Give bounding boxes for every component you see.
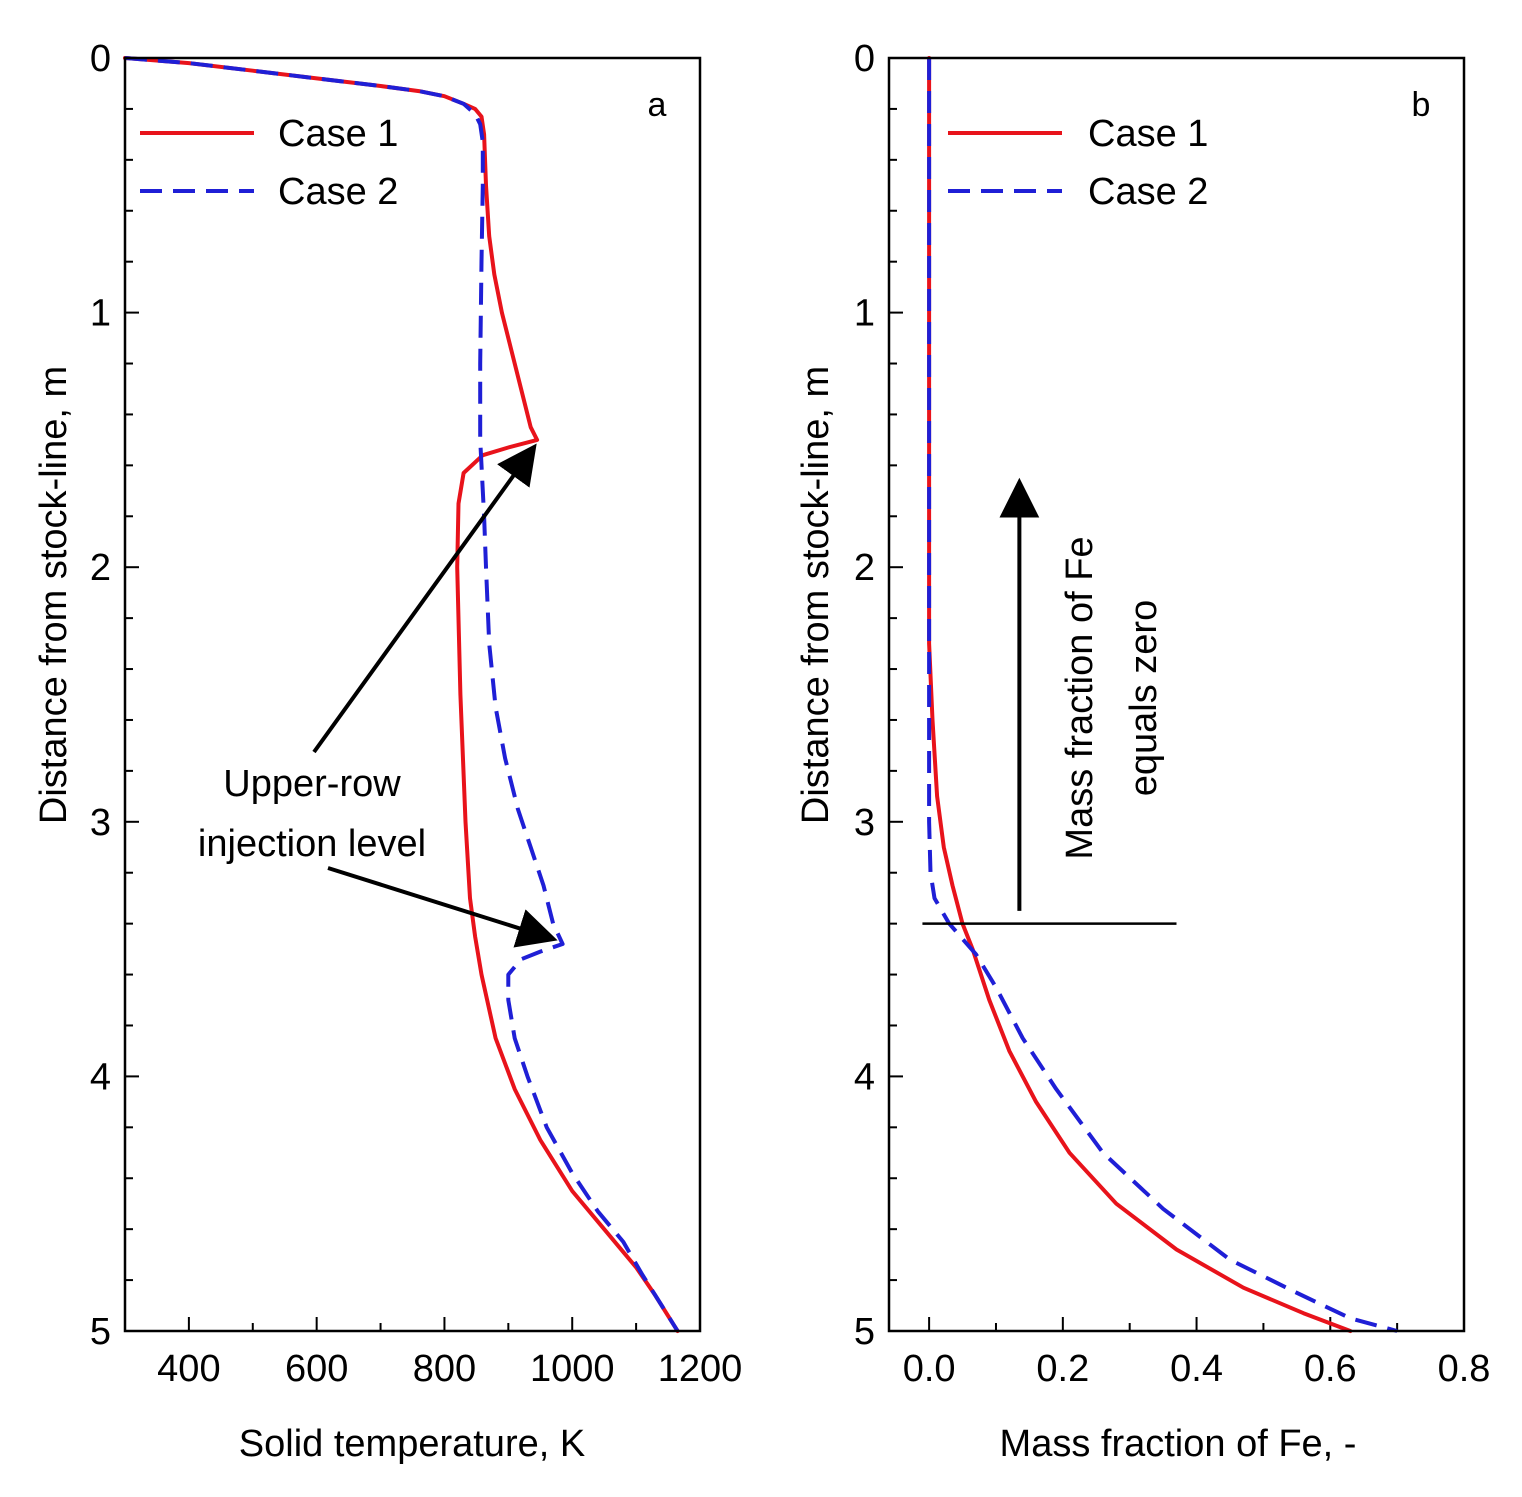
legend-case2-label: Case 2 <box>278 171 398 213</box>
panel-b-ticks: 0 1 2 3 4 5 0.0 0.2 0.4 0.6 0.8 <box>854 38 1491 1390</box>
y-tick-label: 0 <box>90 38 111 80</box>
annotation-line2: injection level <box>198 823 426 865</box>
panel-b: 0 1 2 3 4 5 0.0 0.2 0.4 0.6 0.8 b Case 1 Case 2 Ma… <box>795 38 1490 1465</box>
y-tick-label: 2 <box>90 547 111 589</box>
panel-b-legend: Case 1 Case 2 <box>948 113 1208 213</box>
panel-a-ticks: 0 1 2 3 4 5 400 600 800 1000 1200 <box>90 38 742 1390</box>
y-tick-label: 4 <box>854 1056 875 1098</box>
panel-b-xlabel: Mass fraction of Fe, - <box>1000 1423 1357 1465</box>
y-tick-label: 2 <box>854 547 875 589</box>
series-case-2-line <box>124 56 680 1333</box>
x-tick-label: 0.2 <box>1036 1348 1089 1390</box>
x-tick-label: 1200 <box>658 1348 743 1390</box>
panel-b-curves <box>927 56 1398 1333</box>
y-tick-label: 4 <box>90 1056 111 1098</box>
y-tick-label: 1 <box>90 293 111 335</box>
legend-case1-label: Case 1 <box>278 113 398 155</box>
annotation-b-line1: Mass fraction of Fe <box>1059 536 1101 859</box>
y-tick-label: 3 <box>90 802 111 844</box>
annotation-b-line2: equals zero <box>1123 600 1165 796</box>
x-tick-label: 600 <box>285 1348 348 1390</box>
x-tick-label: 400 <box>157 1348 220 1390</box>
series-case-1-line <box>927 56 1353 1333</box>
panel-a-ylabel: Distance from stock-line, m <box>33 366 75 824</box>
legend-b-case2-label: Case 2 <box>1088 171 1208 213</box>
panel-a-annotation: Upper-row injection level <box>198 443 558 948</box>
x-tick-label: 800 <box>413 1348 476 1390</box>
panel-b-annotation: Mass fraction of Fe equals zero <box>1059 536 1165 859</box>
y-tick-label: 3 <box>854 802 875 844</box>
panel-a-curves <box>123 56 680 1333</box>
x-tick-label: 1000 <box>530 1348 615 1390</box>
panel-b-ylabel: Distance from stock-line, m <box>795 366 837 824</box>
x-tick-label: 0.8 <box>1438 1348 1491 1390</box>
y-tick-label: 0 <box>854 38 875 80</box>
y-tick-label: 1 <box>854 293 875 335</box>
panel-a-xlabel: Solid temperature, K <box>239 1423 585 1465</box>
x-tick-label: 0.0 <box>903 1348 956 1390</box>
y-tick-label: 5 <box>90 1311 111 1353</box>
x-tick-label: 0.6 <box>1304 1348 1357 1390</box>
panel-b-tag: b <box>1412 86 1431 124</box>
panel-a-frame <box>123 56 702 1333</box>
x-tick-label: 0.4 <box>1170 1348 1223 1390</box>
annotation-line1: Upper-row <box>223 763 401 805</box>
panel-a-legend: Case 1 Case 2 <box>140 113 398 213</box>
panel-b-frame <box>887 56 1466 1333</box>
panel-a-tag: a <box>648 86 667 124</box>
series-case-1-line <box>123 56 680 1333</box>
annotation-arrow-lower <box>327 866 558 948</box>
y-tick-label: 5 <box>854 1311 875 1353</box>
series-case-2-line <box>927 58 1398 1333</box>
annotation-arrow-upper <box>312 443 537 754</box>
legend-b-case1-label: Case 1 <box>1088 113 1208 155</box>
